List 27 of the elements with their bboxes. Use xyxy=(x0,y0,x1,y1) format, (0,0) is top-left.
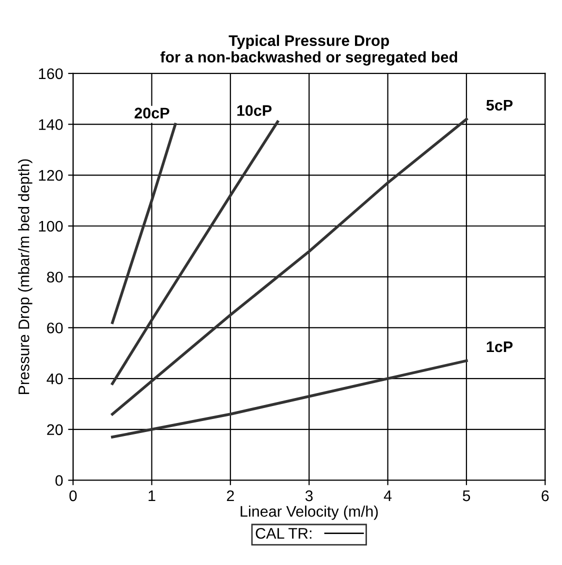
y-axis-title: Pressure Drop (mbar/m bed depth) xyxy=(18,159,32,394)
x-tick-label: 4 xyxy=(384,490,392,502)
x-tick-label: 3 xyxy=(305,490,313,502)
annotation: 1cP xyxy=(486,342,513,352)
x-tick-label: 5 xyxy=(462,490,470,502)
x-tick-label: 0 xyxy=(69,490,77,502)
line-series xyxy=(111,120,280,386)
y-tick-label: 40 xyxy=(46,373,63,384)
x-axis-title: Linear Velocity (m/h) xyxy=(240,506,378,520)
annotation: 5cP xyxy=(486,100,513,111)
x-tick-label: 1 xyxy=(148,490,156,502)
y-tick-label: 80 xyxy=(47,272,63,283)
line-series xyxy=(111,359,468,438)
y-tick-label: 60 xyxy=(47,322,63,334)
annotation: 20cP xyxy=(134,108,170,118)
y-tick-label: 20 xyxy=(47,424,63,436)
y-tick-label: 140 xyxy=(39,119,63,130)
chart-title: Typical Pressure Drop for a non-backwashed or segregated bed xyxy=(160,34,458,66)
y-tick-label: 0 xyxy=(55,475,63,486)
y-tick-label: 160 xyxy=(39,68,63,80)
x-tick-label: 6 xyxy=(542,490,549,502)
y-tick-label: 120 xyxy=(39,170,63,181)
legend-title: CAL TR: xyxy=(256,528,312,539)
annotation: 10cP xyxy=(237,105,272,116)
y-tick-label: 100 xyxy=(39,220,63,232)
line-series xyxy=(111,118,468,416)
x-tick-label: 2 xyxy=(226,490,234,502)
